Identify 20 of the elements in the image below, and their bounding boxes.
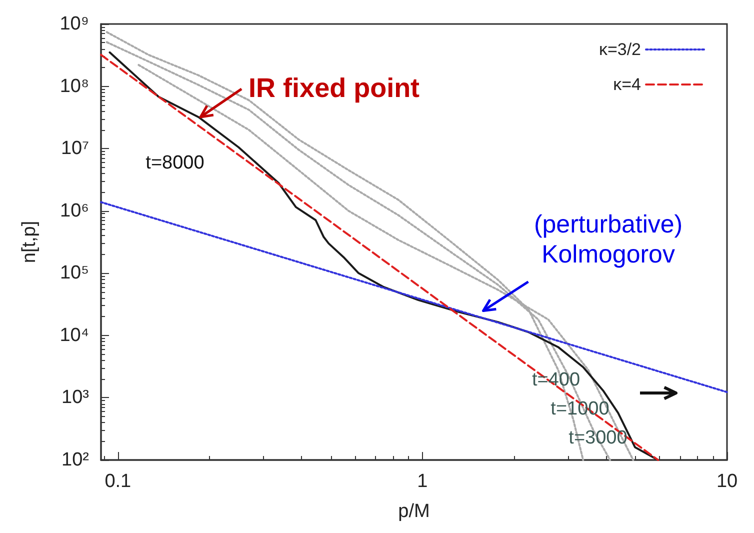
annotation: t=400 bbox=[532, 370, 580, 390]
y-tick-label: 10³ bbox=[62, 387, 89, 408]
x-tick-label: 10 bbox=[716, 471, 738, 492]
y-tick-label: 10⁹ bbox=[60, 14, 89, 34]
annotation: IR fixed point bbox=[248, 72, 420, 103]
y-tick-label: 10⁸ bbox=[60, 76, 89, 97]
x-tick-label: 0.1 bbox=[104, 471, 132, 492]
y-tick-label: 10⁷ bbox=[60, 138, 90, 160]
y-tick-label: 10² bbox=[62, 450, 89, 470]
annotation: t=8000 bbox=[146, 152, 204, 174]
y-axis-title: n[t,p] bbox=[19, 220, 40, 264]
annotation: t=3000 bbox=[568, 428, 628, 448]
x-axis-title: p/M bbox=[398, 501, 430, 522]
y-tick-label: 10⁵ bbox=[60, 262, 89, 284]
annotation: (perturbative) Kolmogorov bbox=[534, 210, 683, 269]
y-tick-label: 10⁶ bbox=[60, 200, 89, 222]
legend-label: κ=3/2 bbox=[598, 40, 641, 59]
legend-label: κ=4 bbox=[613, 75, 641, 94]
y-tick-label: 10⁴ bbox=[60, 324, 89, 346]
x-tick-label: 1 bbox=[417, 471, 428, 492]
